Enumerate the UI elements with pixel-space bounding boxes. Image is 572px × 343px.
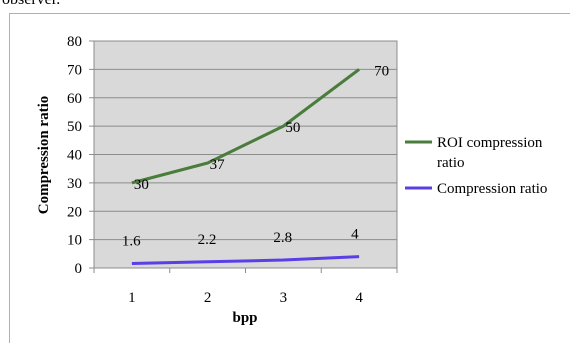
x-tick-label: 1 (128, 290, 136, 306)
y-tick-label: 0 (75, 261, 83, 277)
x-axis-title: bpp (232, 310, 257, 326)
x-tick-label: 3 (280, 290, 288, 306)
legend-label: Compression ratio (437, 181, 547, 197)
legend-label: ROI compression (437, 135, 543, 151)
y-tick-label: 80 (67, 34, 82, 50)
y-tick-label: 70 (67, 62, 82, 78)
x-tick-label: 4 (355, 290, 363, 306)
data-label: 37 (210, 157, 226, 173)
data-label: 50 (285, 120, 300, 136)
y-axis-title: Compression ratio (36, 96, 52, 214)
top-text-fragment: observer. (2, 0, 60, 9)
data-label: 2.8 (273, 230, 292, 246)
data-label: 2.2 (198, 232, 217, 248)
y-tick-label: 10 (67, 233, 82, 249)
legend: ROI compression ratio Compression ratio (405, 135, 547, 197)
series-line (131, 68, 361, 185)
y-tick-label: 60 (67, 91, 82, 107)
data-label: 70 (374, 63, 389, 79)
data-label: 30 (134, 177, 149, 193)
y-tick-label: 20 (67, 204, 82, 220)
y-tick-label: 50 (67, 119, 82, 135)
data-label: 1.6 (122, 233, 141, 249)
chart-frame (9, 13, 570, 343)
series-line (131, 255, 360, 265)
data-label: 4 (351, 227, 359, 243)
legend-label: ratio (437, 155, 465, 171)
y-tick-label: 40 (67, 148, 82, 164)
y-tick-label: 30 (67, 176, 82, 192)
x-tick-label: 2 (204, 290, 212, 306)
